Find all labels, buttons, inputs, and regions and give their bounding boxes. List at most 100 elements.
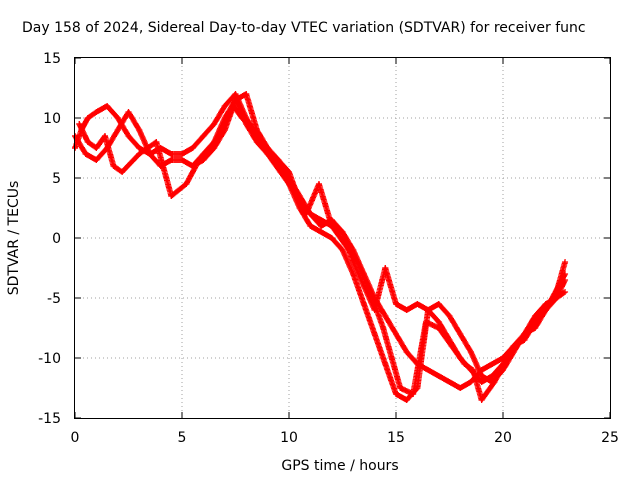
data-point [189, 163, 196, 169]
data-point [253, 127, 260, 133]
data-point [446, 337, 453, 343]
data-point [221, 127, 228, 133]
data-point [382, 361, 389, 367]
data-point [328, 235, 335, 241]
data-point [339, 247, 346, 253]
y-tick-label: -5 [47, 291, 61, 307]
data-point [211, 121, 218, 127]
data-point [200, 133, 207, 139]
data-point [510, 343, 517, 349]
data-point [119, 169, 126, 175]
data-point [435, 301, 442, 307]
data-point [532, 325, 539, 331]
y-tick-label: -10 [38, 351, 61, 367]
data-point [562, 259, 569, 265]
plot-frame [74, 57, 611, 419]
data-point [403, 349, 410, 355]
x-tick-label: 15 [387, 430, 405, 446]
x-tick-label: 10 [280, 430, 298, 446]
data-point [221, 103, 228, 109]
data-point [339, 229, 346, 235]
data-point [403, 307, 410, 313]
data-point [168, 157, 175, 163]
data-point [425, 367, 432, 373]
data-point [562, 271, 569, 277]
data-point [232, 91, 239, 97]
data-point [211, 145, 218, 151]
data-point [371, 307, 378, 313]
data-point [457, 385, 464, 391]
x-tick-label: 25 [601, 430, 619, 446]
data-point [521, 331, 528, 337]
data-point [529, 319, 536, 325]
data-point [393, 391, 399, 397]
data-point [110, 163, 117, 169]
data-point [136, 127, 143, 133]
data-point [478, 379, 485, 385]
data-point [232, 97, 239, 103]
data-point [136, 151, 143, 157]
data-point [275, 157, 282, 163]
data-point [243, 91, 250, 97]
data-point [82, 151, 89, 157]
data-point [238, 115, 245, 121]
data-point [125, 133, 132, 139]
data-point [168, 151, 175, 157]
y-tick-label: 15 [43, 51, 61, 67]
data-point [371, 331, 378, 337]
data-point [104, 103, 111, 109]
data-point [562, 289, 569, 295]
data-point [125, 109, 132, 115]
data-point [446, 379, 453, 385]
data-point [264, 145, 271, 151]
data-point [435, 319, 442, 325]
data-point [93, 157, 100, 163]
data-point [500, 361, 506, 367]
series-track-d [189, 91, 569, 385]
data-point [189, 145, 196, 151]
data-point [410, 391, 417, 397]
y-tick-label: 0 [52, 231, 61, 247]
data-point [114, 127, 121, 133]
data-point [382, 265, 389, 271]
data-point [179, 151, 185, 157]
series-trace [72, 97, 567, 403]
data-point [315, 181, 322, 187]
data-point [489, 361, 496, 367]
y-tick-label: -15 [38, 411, 61, 427]
data-point [422, 319, 429, 325]
data-point [542, 307, 549, 313]
data-point [179, 157, 185, 163]
series-trace [72, 91, 568, 391]
chart-title: Day 158 of 2024, Sidereal Day-to-day VTE… [22, 20, 586, 36]
data-point [93, 109, 100, 115]
data-point [397, 385, 404, 391]
data-point [101, 133, 108, 139]
data-point [380, 325, 387, 331]
data-point [457, 355, 464, 361]
data-point [307, 223, 314, 229]
data-point [296, 199, 303, 205]
data-point [382, 313, 389, 319]
data-point [318, 229, 325, 235]
data-point [93, 145, 100, 151]
data-point [277, 169, 284, 175]
data-point [350, 271, 357, 277]
x-tick-label: 5 [178, 430, 187, 446]
data-point [350, 259, 357, 265]
data-point [183, 181, 190, 187]
data-point [318, 223, 325, 229]
data-point [467, 379, 474, 385]
data-point [393, 331, 399, 337]
data-point [388, 355, 395, 361]
data-point [114, 115, 121, 121]
data-point [286, 169, 292, 175]
data-point [328, 217, 335, 223]
data-layer [72, 91, 569, 403]
data-point [153, 139, 160, 145]
data-point [360, 283, 367, 289]
y-tick-label: 5 [52, 171, 61, 187]
data-point [84, 139, 91, 145]
data-point [467, 367, 474, 373]
x-axis-label: GPS time / hours [281, 458, 398, 474]
